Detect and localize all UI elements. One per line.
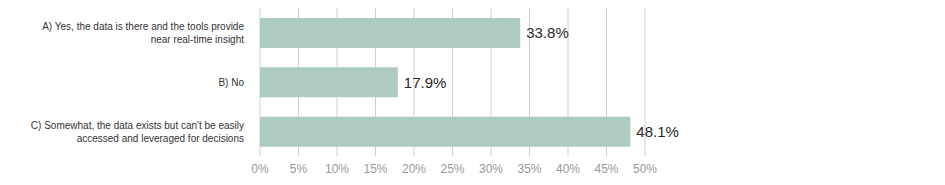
svg-text:15%: 15% — [363, 162, 387, 176]
svg-text:B) No: B) No — [218, 77, 244, 88]
svg-text:35%: 35% — [517, 162, 541, 176]
svg-text:0%: 0% — [251, 162, 269, 176]
svg-text:A) Yes, the data is there and: A) Yes, the data is there and the tools … — [42, 21, 244, 45]
svg-text:40%: 40% — [556, 162, 580, 176]
svg-text:50%: 50% — [633, 162, 657, 176]
svg-text:17.9%: 17.9% — [404, 74, 447, 91]
svg-text:33.8%: 33.8% — [526, 24, 569, 41]
svg-text:48.1%: 48.1% — [636, 123, 679, 140]
svg-text:30%: 30% — [479, 162, 503, 176]
svg-text:25%: 25% — [440, 162, 464, 176]
svg-text:10%: 10% — [325, 162, 349, 176]
svg-text:20%: 20% — [402, 162, 426, 176]
svg-text:C) Somewhat, the data exists b: C) Somewhat, the data exists but can't b… — [31, 120, 244, 144]
svg-text:5%: 5% — [290, 162, 308, 176]
svg-text:45%: 45% — [594, 162, 618, 176]
